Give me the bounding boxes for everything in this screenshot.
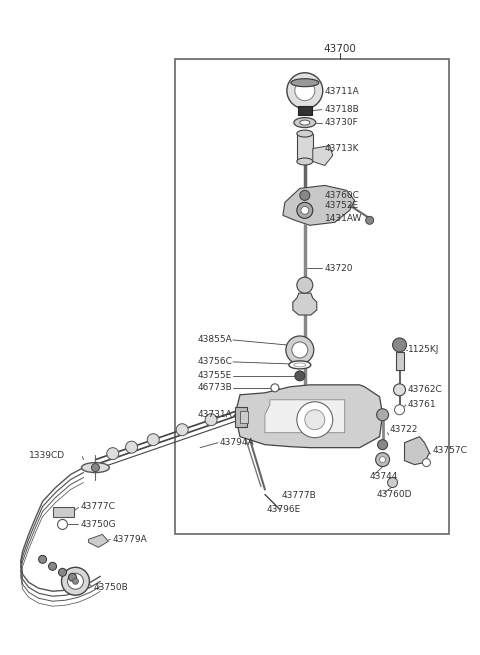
- Circle shape: [292, 342, 308, 358]
- Text: 43752E: 43752E: [325, 201, 359, 210]
- Circle shape: [393, 338, 407, 352]
- Circle shape: [377, 409, 389, 421]
- Text: 43757C: 43757C: [432, 446, 468, 455]
- Text: 43777B: 43777B: [282, 491, 317, 500]
- Circle shape: [380, 457, 385, 462]
- Circle shape: [422, 458, 431, 466]
- Polygon shape: [293, 293, 317, 315]
- Circle shape: [297, 277, 313, 293]
- Circle shape: [297, 402, 333, 438]
- Circle shape: [395, 405, 405, 415]
- Text: 43760D: 43760D: [377, 490, 412, 499]
- Polygon shape: [88, 534, 108, 548]
- Bar: [297, 134, 313, 162]
- Ellipse shape: [300, 120, 310, 125]
- Circle shape: [387, 477, 397, 487]
- Circle shape: [176, 424, 188, 436]
- Bar: [240, 411, 248, 422]
- Circle shape: [147, 434, 159, 445]
- Bar: [235, 407, 247, 426]
- Text: 43700: 43700: [323, 44, 356, 54]
- Text: 43722: 43722: [390, 425, 418, 434]
- Text: 43761: 43761: [408, 400, 436, 409]
- Bar: [175, 59, 449, 534]
- Circle shape: [287, 73, 323, 109]
- Circle shape: [378, 440, 387, 449]
- Text: 1125KJ: 1125KJ: [408, 345, 439, 354]
- Text: 43760C: 43760C: [325, 191, 360, 200]
- Circle shape: [271, 384, 279, 392]
- Text: 43777C: 43777C: [81, 502, 115, 511]
- Circle shape: [295, 81, 315, 101]
- Text: 43730F: 43730F: [325, 118, 359, 127]
- Circle shape: [286, 336, 314, 364]
- Circle shape: [59, 569, 67, 576]
- Circle shape: [300, 191, 310, 200]
- Text: 1339CD: 1339CD: [29, 451, 65, 460]
- Ellipse shape: [297, 130, 313, 137]
- Bar: [396, 352, 404, 370]
- Text: 43750B: 43750B: [94, 583, 128, 591]
- Polygon shape: [313, 145, 333, 166]
- Circle shape: [301, 206, 309, 214]
- Circle shape: [126, 441, 138, 453]
- Text: 43713K: 43713K: [325, 144, 359, 153]
- Text: 1431AW: 1431AW: [325, 214, 362, 223]
- Text: 43779A: 43779A: [112, 535, 147, 544]
- Circle shape: [366, 216, 373, 224]
- Ellipse shape: [82, 462, 109, 472]
- Circle shape: [58, 519, 68, 529]
- Polygon shape: [283, 185, 355, 225]
- Circle shape: [68, 573, 84, 590]
- Text: 43720: 43720: [325, 264, 353, 272]
- Polygon shape: [265, 400, 345, 433]
- Circle shape: [205, 414, 217, 426]
- Text: 46773B: 46773B: [197, 383, 232, 392]
- Text: 43794A: 43794A: [220, 438, 255, 447]
- Bar: [52, 508, 74, 517]
- Text: 43744: 43744: [370, 472, 398, 481]
- Text: 43855A: 43855A: [197, 335, 232, 345]
- Text: 43731A: 43731A: [197, 410, 232, 419]
- Text: 43718B: 43718B: [325, 105, 360, 114]
- Text: 43755E: 43755E: [198, 371, 232, 381]
- Ellipse shape: [289, 361, 311, 369]
- Circle shape: [394, 384, 406, 396]
- Ellipse shape: [294, 118, 316, 128]
- Text: 43711A: 43711A: [325, 87, 360, 96]
- Circle shape: [72, 578, 78, 584]
- Text: 43750G: 43750G: [81, 520, 116, 529]
- Circle shape: [48, 563, 57, 571]
- Text: 43796E: 43796E: [267, 505, 301, 514]
- Bar: [298, 105, 312, 115]
- Circle shape: [69, 573, 76, 581]
- Circle shape: [91, 464, 99, 472]
- Polygon shape: [405, 437, 430, 464]
- Ellipse shape: [291, 79, 319, 86]
- Text: 43762C: 43762C: [408, 385, 442, 394]
- Ellipse shape: [294, 363, 306, 367]
- Circle shape: [107, 447, 119, 460]
- Text: 43756C: 43756C: [197, 358, 232, 366]
- Circle shape: [295, 371, 305, 381]
- Polygon shape: [235, 385, 383, 447]
- Ellipse shape: [297, 158, 313, 165]
- Circle shape: [376, 453, 390, 466]
- Circle shape: [297, 202, 313, 218]
- Circle shape: [38, 555, 47, 563]
- Circle shape: [61, 567, 89, 595]
- Circle shape: [305, 410, 325, 430]
